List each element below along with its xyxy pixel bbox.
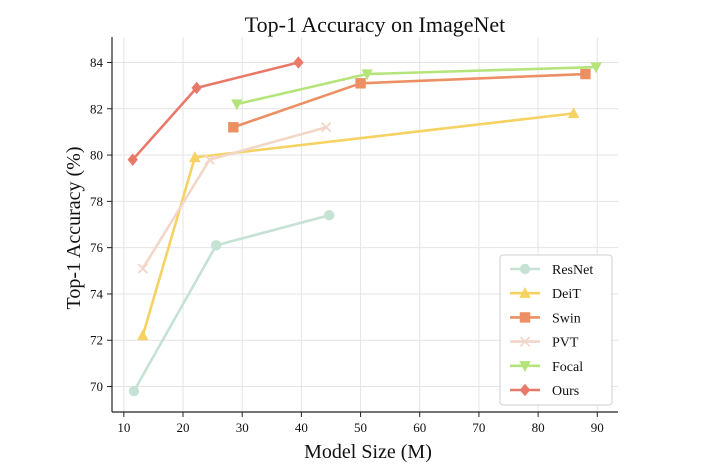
point-ours-1	[191, 81, 202, 95]
x-tick-label-50: 50	[354, 420, 367, 435]
point-focal-1	[361, 69, 373, 81]
y-tick-label-84: 84	[90, 55, 104, 70]
legend-item-focal: Focal	[510, 360, 583, 375]
legend-label-pvt: PVT	[552, 336, 579, 351]
point-deit-2	[567, 107, 580, 119]
series-layer	[127, 56, 602, 397]
legend-label-deit: DeiT	[552, 287, 581, 302]
y-tick-label-74: 74	[90, 286, 104, 301]
legend-label-resnet: ResNet	[552, 263, 593, 278]
chart-title: Top-1 Accuracy on ImageNet	[245, 12, 506, 37]
series-line-resnet	[132, 213, 330, 392]
x-tick-label-70: 70	[472, 420, 485, 435]
legend-marker-focal	[519, 361, 531, 372]
x-axis-label: Model Size (M)	[304, 441, 432, 463]
grid	[112, 37, 618, 412]
series-deit	[137, 107, 580, 341]
legend-item-deit: DeiT	[510, 287, 581, 302]
y-tick-label-80: 80	[90, 148, 103, 163]
point-pvt-0-stroke-b	[137, 263, 148, 274]
x-tick-label-60: 60	[413, 420, 426, 435]
point-swin-2	[580, 68, 591, 80]
legend-label-swin: Swin	[552, 311, 581, 326]
legend-item-ours: Ours	[510, 383, 579, 399]
series-line-ours	[131, 61, 299, 161]
x-tick-label-10: 10	[117, 420, 130, 435]
point-pvt-2	[321, 122, 332, 133]
series-line-focal	[236, 65, 597, 106]
point-deit-1	[189, 151, 201, 163]
legend-item-pvt: PVT	[510, 336, 579, 351]
y-tick-label-78: 78	[90, 194, 103, 209]
legend-marker-swin	[519, 312, 531, 323]
y-tick-label-70: 70	[90, 379, 103, 394]
point-swin-1	[355, 78, 366, 89]
y-axis-label: Top-1 Accuracy (%)	[63, 147, 85, 310]
point-ours-2	[293, 56, 304, 69]
series-swin	[228, 68, 591, 133]
x-tick-label-30: 30	[236, 420, 249, 435]
legend-marker-pvt	[519, 336, 531, 347]
point-pvt-1-stroke-b	[204, 154, 215, 165]
legend-item-resnet: ResNet	[510, 263, 593, 278]
legend-label-ours: Ours	[552, 384, 579, 399]
axes	[107, 37, 618, 417]
legend-label-focal: Focal	[552, 360, 583, 375]
series-pvt	[137, 122, 332, 274]
point-pvt-0	[137, 263, 148, 274]
point-deit-0	[137, 329, 149, 341]
series-focal	[231, 62, 602, 111]
point-focal-0	[231, 99, 243, 111]
series-ours	[127, 56, 304, 166]
point-focal-2	[590, 62, 602, 74]
y-tick-label-82: 82	[90, 101, 103, 116]
tick-labels: 10 20 30 40 50 60 70 80 90 70 72 74 76 78 80 82 84	[90, 55, 604, 435]
legend-marker-pvt-stroke-b	[519, 336, 531, 347]
y-tick-label-76: 76	[90, 240, 104, 255]
point-resnet-1	[210, 240, 222, 251]
x-tick-label-20: 20	[177, 420, 190, 435]
point-swin-0	[228, 122, 239, 133]
y-tick-label-72: 72	[90, 333, 103, 348]
legend-marker-ours	[519, 383, 531, 397]
x-tick-label-90: 90	[591, 420, 604, 435]
legend: ResNet DeiT Swin PVT Focal Ours	[499, 254, 613, 406]
point-resnet-0	[128, 385, 140, 397]
point-pvt-1	[204, 154, 215, 165]
legend-item-swin: Swin	[510, 311, 581, 326]
point-resnet-2	[323, 210, 335, 221]
legend-marker-deit	[519, 287, 531, 298]
x-tick-label-40: 40	[295, 420, 308, 435]
x-tick-label-80: 80	[532, 420, 545, 435]
legend-marker-resnet	[519, 263, 531, 275]
point-pvt-2-stroke-b	[321, 122, 332, 133]
point-ours-0	[127, 153, 138, 166]
series-resnet	[128, 210, 335, 397]
